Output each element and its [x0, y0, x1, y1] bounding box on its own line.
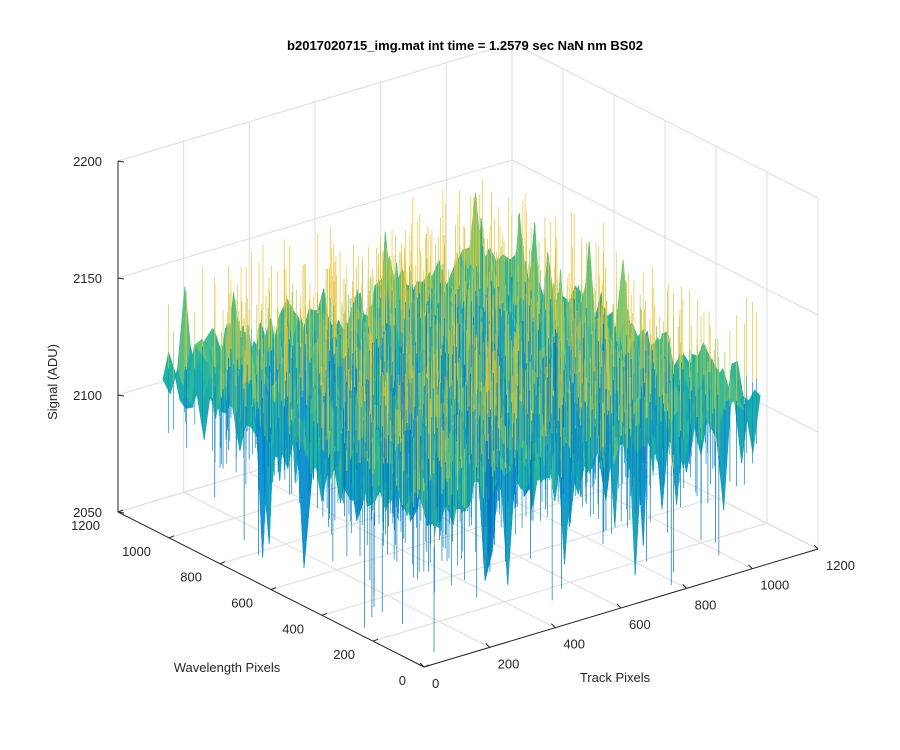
x-tick-label: 1000 [760, 578, 789, 593]
z-tick-label: 2100 [73, 388, 102, 403]
z-axis-title: Signal (ADU) [45, 344, 60, 420]
z-tick [117, 394, 125, 397]
y-tick [372, 638, 379, 642]
y-tick [321, 612, 328, 616]
y-tick-label: 1200 [71, 518, 100, 533]
surface-patch [746, 389, 761, 453]
label-layer: 0 200 400 600 800 1000 1200 0 200 400 600 800 1000 12… [71, 154, 855, 691]
y-tick-label: 1000 [122, 544, 151, 559]
x-tick-label: 600 [629, 617, 651, 632]
y-tick-label: 0 [399, 673, 406, 688]
x-axis-title: Track Pixels [580, 670, 651, 685]
y-tick [219, 561, 226, 565]
x-tick-label: 0 [432, 676, 439, 691]
z-tick-label: 2050 [73, 505, 102, 520]
x-tick [747, 564, 753, 570]
x-tick [682, 583, 688, 589]
surface-patch [162, 351, 177, 395]
x-tick-label: 400 [563, 637, 585, 652]
surface-layer [162, 179, 761, 653]
z-tick [117, 277, 125, 280]
x-tick [485, 642, 491, 648]
y-axis-title: Wavelength Pixels [174, 660, 281, 675]
grid-line [117, 42, 513, 162]
z-tick [117, 511, 125, 514]
y-tick-label: 200 [333, 647, 355, 662]
z-tick [117, 160, 125, 163]
y-tick [168, 535, 175, 539]
grid-line [511, 159, 819, 316]
x-tick [813, 544, 819, 550]
x-tick [616, 603, 622, 609]
x-tick [419, 662, 425, 668]
grid-line [270, 471, 666, 590]
axis-layer [117, 160, 819, 668]
z-tick-label: 2150 [73, 271, 102, 286]
grid-line [117, 159, 513, 279]
grid-line [511, 42, 819, 199]
x-tick [550, 623, 556, 629]
x-tick-label: 200 [498, 656, 520, 671]
x-tick-label: 800 [695, 597, 717, 612]
grid-line [372, 522, 768, 642]
y-tick [270, 587, 277, 590]
chart-title: b2017020715_img.mat int time = 1.2579 se… [287, 38, 643, 53]
y-tick-label: 800 [180, 570, 202, 585]
x-tick-label: 1200 [826, 558, 855, 573]
y-tick-label: 600 [231, 596, 253, 611]
z-tick-label: 2200 [73, 154, 102, 169]
y-tick [423, 664, 430, 668]
y-tick-label: 400 [282, 621, 304, 636]
